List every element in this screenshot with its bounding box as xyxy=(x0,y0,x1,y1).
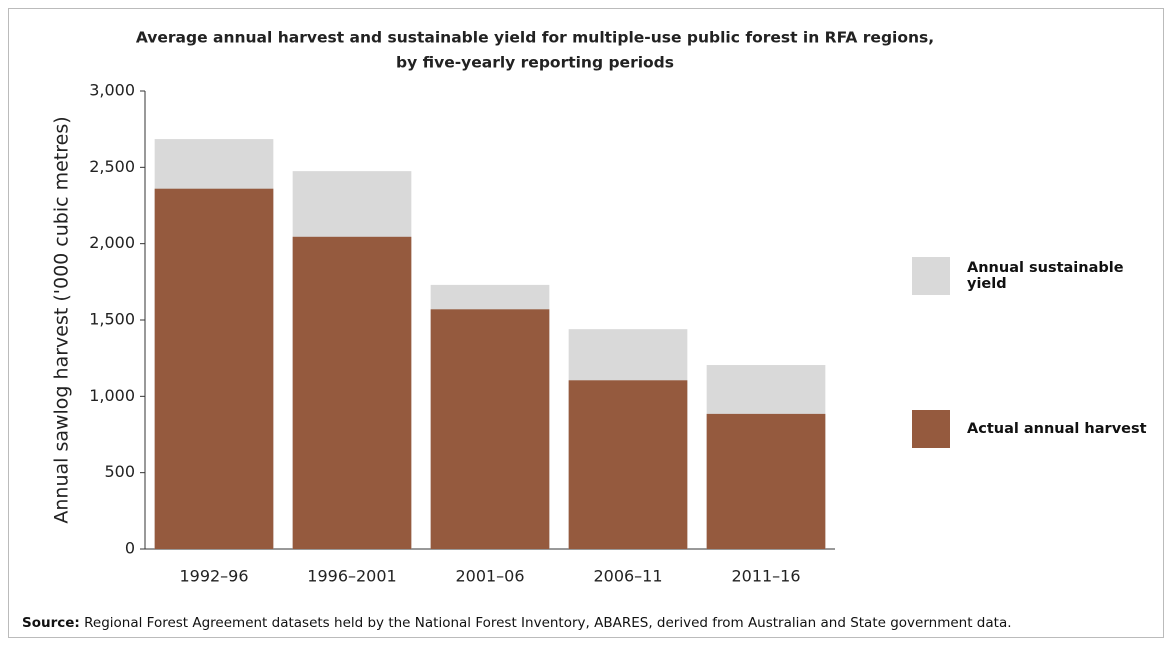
x-tick-label: 1996–2001 xyxy=(307,567,396,586)
bar xyxy=(292,236,412,549)
x-tick-label: 2001–06 xyxy=(455,567,524,586)
bar xyxy=(706,413,826,549)
bar xyxy=(430,309,550,549)
legend-label: Annual sustainable yield xyxy=(967,260,1124,292)
legend-swatch xyxy=(912,257,950,295)
legend-label: Actual annual harvest xyxy=(967,421,1147,437)
y-tick-label: 1,500 xyxy=(89,310,135,329)
y-axis-label: Annual sawlog harvest ('000 cubic metres… xyxy=(51,116,73,523)
x-tick-label: 2006–11 xyxy=(593,567,662,586)
chart-title: Average annual harvest and sustainable y… xyxy=(136,29,934,47)
source-label: Source: xyxy=(22,615,80,631)
bar xyxy=(154,188,274,549)
source-text: Regional Forest Agreement datasets held … xyxy=(84,615,1012,631)
legend-item: Actual annual harvest xyxy=(912,410,1147,448)
x-tick-label: 1992–96 xyxy=(179,567,248,586)
x-tick-label: 2011–16 xyxy=(731,567,800,586)
legend-item: Annual sustainable yield xyxy=(912,257,1147,295)
y-tick-label: 3,000 xyxy=(89,81,135,100)
y-tick-label: 2,000 xyxy=(89,233,135,252)
y-tick-label: 2,500 xyxy=(89,157,135,176)
source: Source: Regional Forest Agreement datase… xyxy=(22,615,1012,631)
y-tick-label: 1,000 xyxy=(89,386,135,405)
frame xyxy=(8,8,1164,638)
bar xyxy=(568,380,688,549)
y-tick-label: 0 xyxy=(125,539,135,558)
legend-swatch xyxy=(912,410,950,448)
chart-subtitle: by five-yearly reporting periods xyxy=(396,54,674,72)
y-tick-label: 500 xyxy=(104,462,135,481)
